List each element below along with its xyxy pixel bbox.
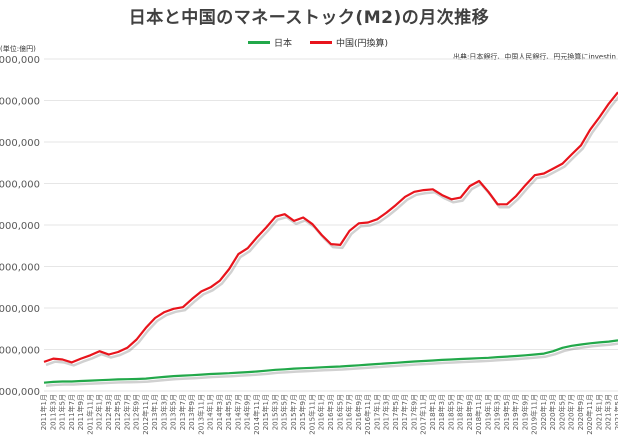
- y-tick-label: 5,000,000: [0, 304, 40, 315]
- x-tick-label: 2018年3月: [437, 394, 446, 430]
- legend-item-china: 中国(円換算): [310, 36, 388, 49]
- x-tick-label: 2021年3月: [604, 394, 613, 430]
- legend-swatch-japan: [248, 41, 270, 44]
- x-tick-label: 2011年11月: [85, 394, 94, 435]
- legend-swatch-china: [310, 41, 333, 44]
- x-tick-label: 2016年9月: [354, 394, 363, 430]
- x-tick-label: 2015年9月: [298, 394, 307, 430]
- x-tick-label: 2020年11月: [585, 394, 594, 435]
- x-tick-label: 2012年1月: [95, 394, 104, 430]
- x-axis: 2011年1月 2011年3月 2011年5月 2011年7月 2011年9月 2011年…: [39, 394, 618, 435]
- x-tick-label: 2014年1月: [206, 394, 215, 430]
- x-tick-label: 2012年7月: [122, 394, 131, 430]
- x-tick-label: 2016年11月: [363, 394, 372, 435]
- x-tick-label: 2020年3月: [548, 394, 557, 430]
- x-tick-label: 2011年9月: [76, 394, 85, 430]
- x-tick-label: 2014年3月: [215, 394, 224, 430]
- y-axis: 0,000,000 5,000,000 5,000,000 5,000,000 5,00…: [0, 55, 40, 398]
- x-tick-label: 2019年9月: [520, 394, 529, 430]
- x-tick-label: 2021年1月: [594, 394, 603, 430]
- x-tick-label: 2020年1月: [539, 394, 548, 430]
- x-tick-label: 2014年9月: [243, 394, 252, 430]
- x-tick-label: 2013年7月: [178, 394, 187, 430]
- x-tick-label: 2011年3月: [48, 394, 57, 430]
- x-tick-label: 2019年11月: [530, 394, 539, 435]
- x-tick-label: 2012年9月: [132, 394, 141, 430]
- x-tick-label: 2020年9月: [576, 394, 585, 430]
- x-tick-label: 2017年3月: [382, 394, 391, 430]
- x-tick-label: 2016年1月: [317, 394, 326, 430]
- y-tick-label: 5,000,000: [0, 263, 40, 274]
- x-tick-label: 2021年5月: [613, 394, 618, 430]
- x-tick-label: 2011年1月: [39, 394, 48, 430]
- x-tick-label: 2017年11月: [419, 394, 428, 435]
- x-tick-label: 2012年3月: [104, 394, 113, 430]
- x-tick-label: 2018年7月: [456, 394, 465, 430]
- x-tick-label: 2015年3月: [270, 394, 279, 430]
- x-tick-label: 2016年5月: [335, 394, 344, 430]
- legend-label-japan: 日本: [274, 39, 293, 49]
- x-tick-label: 2013年5月: [169, 394, 178, 430]
- y-tick-label: 5,000,000: [0, 138, 40, 149]
- x-tick-label: 2014年5月: [224, 394, 233, 430]
- x-tick-label: 2018年1月: [428, 394, 437, 430]
- x-tick-label: 2015年1月: [261, 394, 270, 430]
- legend-label-china: 中国(円換算): [336, 39, 389, 49]
- unit-label: (単位:億円): [0, 45, 36, 53]
- x-tick-label: 2017年7月: [400, 394, 409, 430]
- x-tick-label: 2013年3月: [159, 394, 168, 430]
- y-tick-label: 0,000,000: [0, 387, 40, 398]
- y-tick-label: 5,000,000: [0, 97, 40, 108]
- chart-title: 日本と中国のマネーストック(M2)の月次推移: [128, 8, 490, 28]
- series-line-japan: [43, 339, 618, 384]
- series-shadow-japan: [45, 342, 618, 387]
- source-note: 出典:日本銀行、中国人民銀行、円元換算にinvestin: [453, 53, 616, 61]
- x-tick-label: 2018年5月: [446, 394, 455, 430]
- series-shadow-china: [45, 95, 618, 367]
- x-tick-label: 2014年11月: [252, 394, 261, 435]
- x-tick-label: 2017年5月: [391, 394, 400, 430]
- x-tick-label: 2011年7月: [67, 394, 76, 430]
- series-line-china: [43, 91, 618, 364]
- x-tick-label: 2019年7月: [511, 394, 520, 430]
- x-tick-label: 2013年1月: [150, 394, 159, 430]
- y-tick-label: 5,000,000: [0, 180, 40, 191]
- x-tick-label: 2015年5月: [280, 394, 289, 430]
- y-tick-label: 5,000,000: [0, 221, 40, 232]
- x-tick-label: 2015年11月: [307, 394, 316, 435]
- x-tick-label: 2019年3月: [493, 394, 502, 430]
- x-tick-label: 2013年11月: [196, 394, 205, 435]
- x-tick-label: 2017年1月: [372, 394, 381, 430]
- x-tick-label: 2019年5月: [502, 394, 511, 430]
- y-tick-label: 0,000,000: [0, 55, 40, 66]
- gridlines: [44, 58, 618, 392]
- x-tick-label: 2012年11月: [141, 394, 150, 435]
- x-tick-label: 2020年5月: [557, 394, 566, 430]
- legend-item-japan: 日本: [248, 36, 292, 49]
- x-tick-label: 2019年1月: [483, 394, 492, 430]
- x-tick-label: 2017年9月: [409, 394, 418, 430]
- x-tick-label: 2016年7月: [345, 394, 354, 430]
- y-tick-label: 5,000,000: [0, 346, 40, 357]
- x-tick-label: 2015年7月: [289, 394, 298, 430]
- legend: 日本 中国(円換算): [248, 36, 388, 49]
- x-tick-label: 2012年5月: [113, 394, 122, 430]
- x-tick-label: 2014年7月: [233, 394, 242, 430]
- x-tick-label: 2018年11月: [474, 394, 483, 435]
- x-tick-label: 2018年9月: [465, 394, 474, 430]
- x-tick-label: 2013年9月: [187, 394, 196, 430]
- x-tick-label: 2016年3月: [326, 394, 335, 430]
- series-lines: [43, 91, 618, 387]
- x-tick-label: 2020年7月: [567, 394, 576, 430]
- x-tick-label: 2011年5月: [58, 394, 67, 430]
